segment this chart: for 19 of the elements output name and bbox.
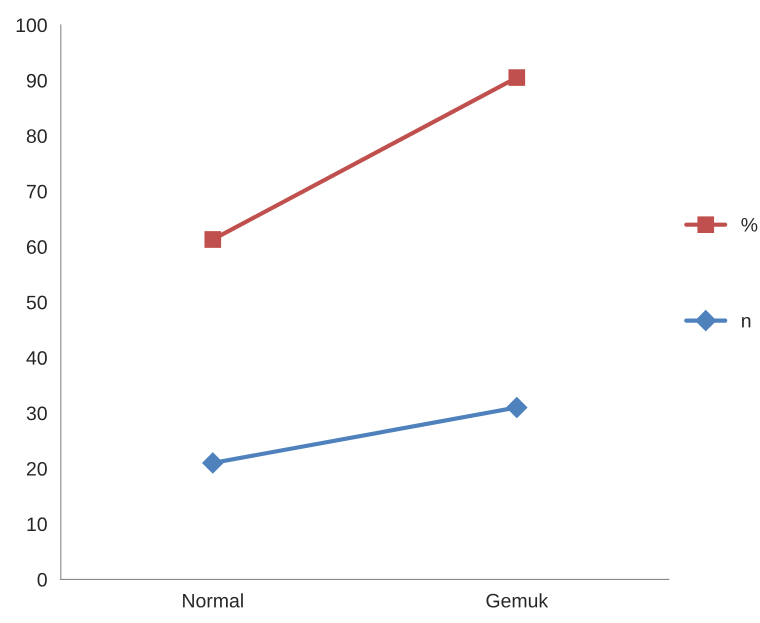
y-tick-label: 30 — [26, 406, 47, 420]
y-tick-label: 10 — [27, 517, 47, 532]
point — [506, 396, 528, 418]
legend-label: % — [741, 218, 758, 232]
y-tick-label: 90 — [26, 74, 47, 88]
legend-label: n — [742, 316, 750, 328]
y-tick-label: 60 — [26, 240, 47, 254]
point — [204, 231, 222, 248]
x-tick-label: Gemuk — [486, 593, 548, 608]
point — [508, 69, 526, 86]
x-tick-label: Normal — [183, 593, 243, 608]
y-tick-label: 20 — [26, 462, 47, 476]
y-tick-label: 80 — [26, 129, 47, 144]
y-tick-label: 70 — [26, 184, 47, 198]
y-tick-label: 0 — [38, 572, 47, 587]
y-tick-label: 100 — [16, 18, 47, 32]
y-tick-label: 40 — [26, 351, 47, 365]
point — [202, 452, 224, 474]
y-tick-label: 50 — [26, 296, 47, 310]
